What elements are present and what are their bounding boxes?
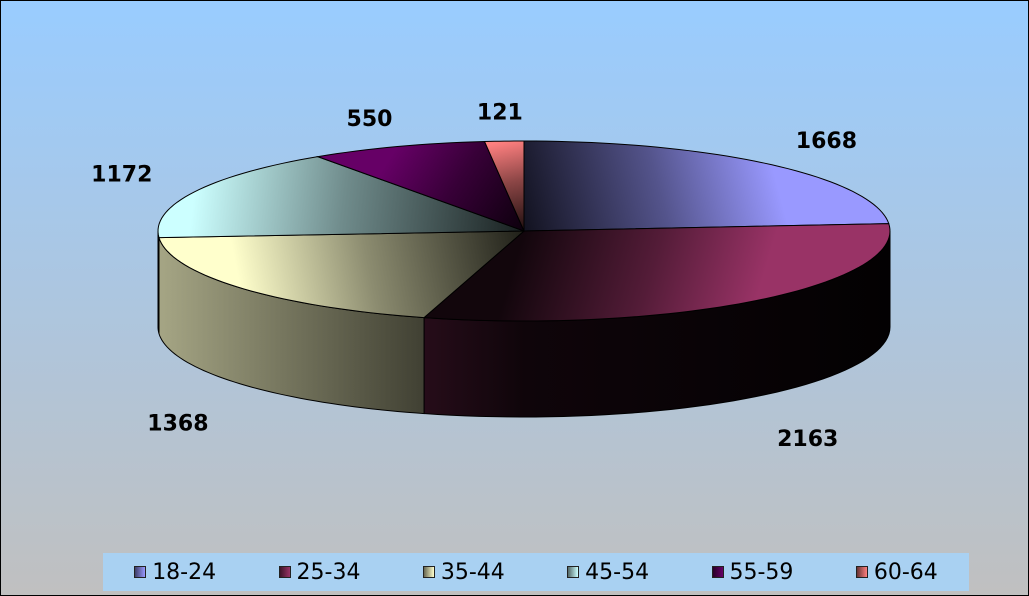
legend-swatch — [278, 566, 291, 578]
data-label-55-59: 550 — [347, 107, 393, 132]
legend-item-25-34: 25-34 — [278, 559, 361, 585]
legend-label: 25-34 — [296, 559, 361, 585]
legend-swatch — [711, 566, 724, 578]
legend-label: 18-24 — [152, 559, 217, 585]
slice-35-44 — [158, 230, 526, 319]
legend-swatch — [134, 566, 147, 578]
legend-item-18-24: 18-24 — [134, 560, 216, 585]
legend-label: 60-64 — [873, 559, 938, 585]
legend-swatch — [567, 566, 580, 578]
slice-45-54 — [157, 156, 525, 239]
legend: 18-24 25-34 35-44 45-54 55-59 60-64 — [103, 553, 969, 591]
slice-side-45-54 — [157, 231, 160, 334]
data-label-25-34: 2163 — [777, 427, 838, 452]
slice-25-34 — [422, 223, 891, 322]
data-label-60-64: 121 — [477, 100, 523, 125]
slice-55-59 — [315, 141, 525, 232]
slice-18-24 — [523, 140, 890, 232]
legend-label: 55-59 — [729, 559, 794, 585]
pie-labels: 1668 2163 1368 1172 550 121 — [91, 100, 857, 451]
pie-top — [157, 140, 891, 322]
slice-60-64 — [483, 140, 525, 232]
legend-swatch — [422, 566, 435, 578]
data-label-45-54: 1172 — [91, 162, 152, 187]
legend-item-60-64: 60-64 — [855, 559, 938, 585]
legend-item-35-44: 35-44 — [422, 559, 505, 585]
legend-item-45-54: 45-54 — [567, 560, 649, 585]
data-label-18-24: 1668 — [796, 129, 857, 154]
legend-item-55-59: 55-59 — [711, 559, 794, 585]
legend-swatch — [855, 566, 868, 578]
legend-label: 45-54 — [585, 559, 650, 585]
legend-label: 35-44 — [440, 559, 505, 585]
data-label-35-44: 1368 — [147, 411, 208, 436]
